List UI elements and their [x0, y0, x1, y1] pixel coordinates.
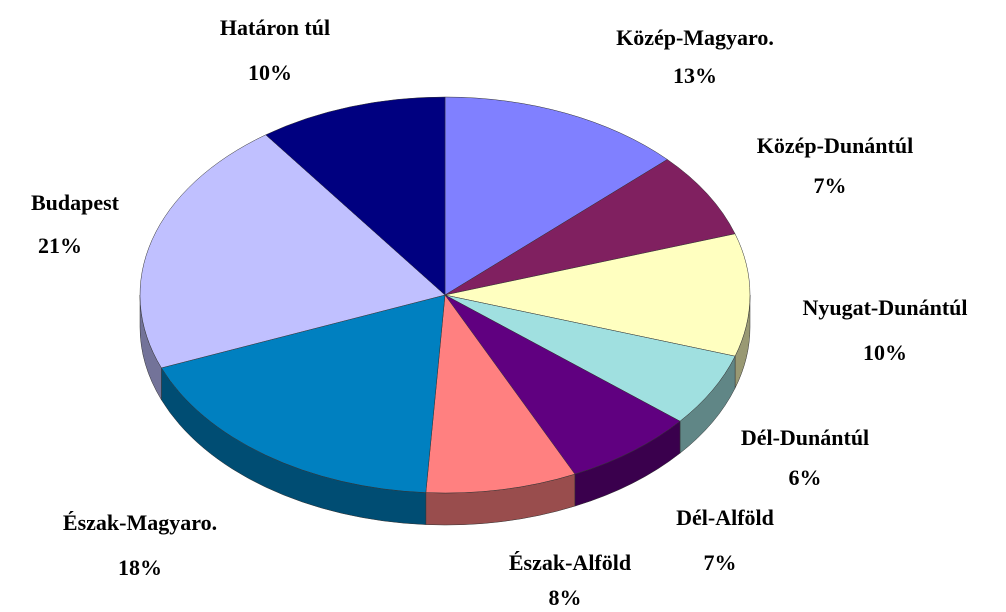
value-label: 21%	[38, 233, 82, 258]
slice	[444, 159, 736, 296]
value-label: 10%	[248, 60, 292, 85]
slice-label: Észak-Magyaro.	[63, 510, 217, 535]
value-label: 18%	[118, 555, 162, 580]
slice	[161, 294, 446, 493]
value-label: 13%	[673, 63, 717, 88]
value-label: 8%	[549, 585, 582, 610]
slice	[444, 233, 751, 357]
value-label: 7%	[814, 173, 847, 198]
slice-label: Közép-Magyaro.	[616, 25, 774, 50]
slice-label: Észak-Alföld	[509, 550, 631, 575]
slice	[444, 96, 668, 296]
slice	[265, 96, 446, 296]
value-label: 10%	[863, 340, 907, 365]
slice-label: Budapest	[31, 190, 120, 215]
value-label: 7%	[704, 550, 737, 575]
slice	[139, 134, 446, 369]
slice	[425, 294, 576, 494]
value-label: 6%	[789, 465, 822, 490]
slice-label: Dél-Dunántúl	[741, 425, 869, 450]
slice-label: Közép-Dunántúl	[757, 133, 913, 158]
slice	[444, 294, 681, 475]
slice-label: Nyugat-Dunántúl	[802, 295, 967, 320]
slice-label: Dél-Alföld	[676, 505, 774, 530]
slice-label: Határon túl	[220, 15, 330, 40]
